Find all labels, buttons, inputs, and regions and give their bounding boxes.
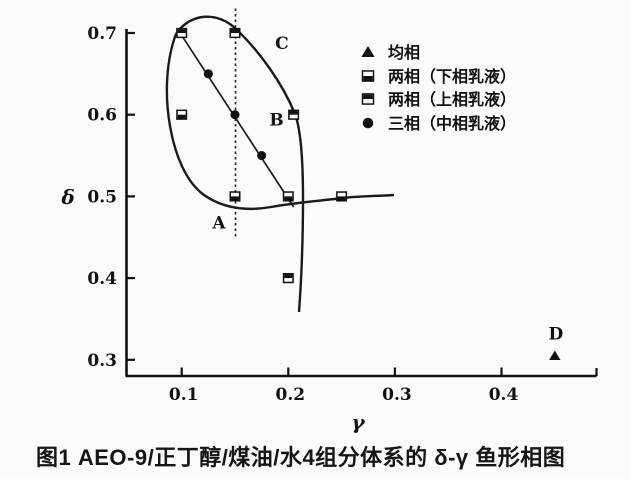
axes: 0.7 0.6 0.5 0.4 0.3 0.1 0.2 0.3 0.4 δ γ [60,24,598,434]
x-tick-label: 0.4 [489,385,519,405]
x-axis-title: γ [351,410,365,434]
region-label-b: B [269,111,283,131]
region-label-d: D [548,325,563,345]
fish-phase-diagram: 0.7 0.6 0.5 0.4 0.3 0.1 0.2 0.3 0.4 δ γ A B C D 均相两相（… [60,8,598,434]
data-points [176,27,561,360]
legend-label-3: 两相（上相乳液） [388,90,516,109]
y-tick-label: 0.6 [87,106,117,126]
region-label-c: C [275,34,289,54]
data-point [230,110,240,120]
y-tick-label: 0.4 [87,269,117,289]
data-point-fill [337,196,346,201]
legend-marker-4 [362,117,374,129]
data-point-fill [177,29,186,33]
y-tick-label: 0.5 [87,187,117,207]
y-axis-title: δ [60,185,74,209]
fish-outline [165,15,395,313]
region-label-a: A [211,214,226,234]
data-point [203,69,213,79]
legend-label-2: 两相（下相乳液） [388,67,516,86]
data-point [288,109,300,120]
data-point [549,350,561,360]
legend-label-4: 三相（中相乳液） [388,114,516,133]
data-point-fill [177,114,186,119]
data-point-fill [284,274,293,279]
legend-marker-1 [361,45,375,57]
x-tick-label: 0.1 [169,385,199,405]
x-tick-label: 0.2 [276,385,306,405]
data-point-fill [230,196,240,201]
data-point-fill [230,29,240,33]
legend-label-1: 均相 [388,43,420,62]
x-tick-label: 0.3 [382,385,412,405]
data-point [257,150,267,161]
data-point-fill [284,196,293,201]
data-point-fill [289,111,298,115]
fish-body-upper-curve [175,15,305,313]
legend-marker-3-fill [363,94,373,99]
legend-marker-2-fill [363,76,373,81]
region-labels: A B C D [211,34,563,345]
y-tick-label: 0.3 [87,351,117,371]
figure-caption: 图1 AEO-9/正丁醇/煤油/水4组分体系的 δ-γ 鱼形相图 [36,445,566,470]
y-tick-label: 0.7 [87,24,117,44]
